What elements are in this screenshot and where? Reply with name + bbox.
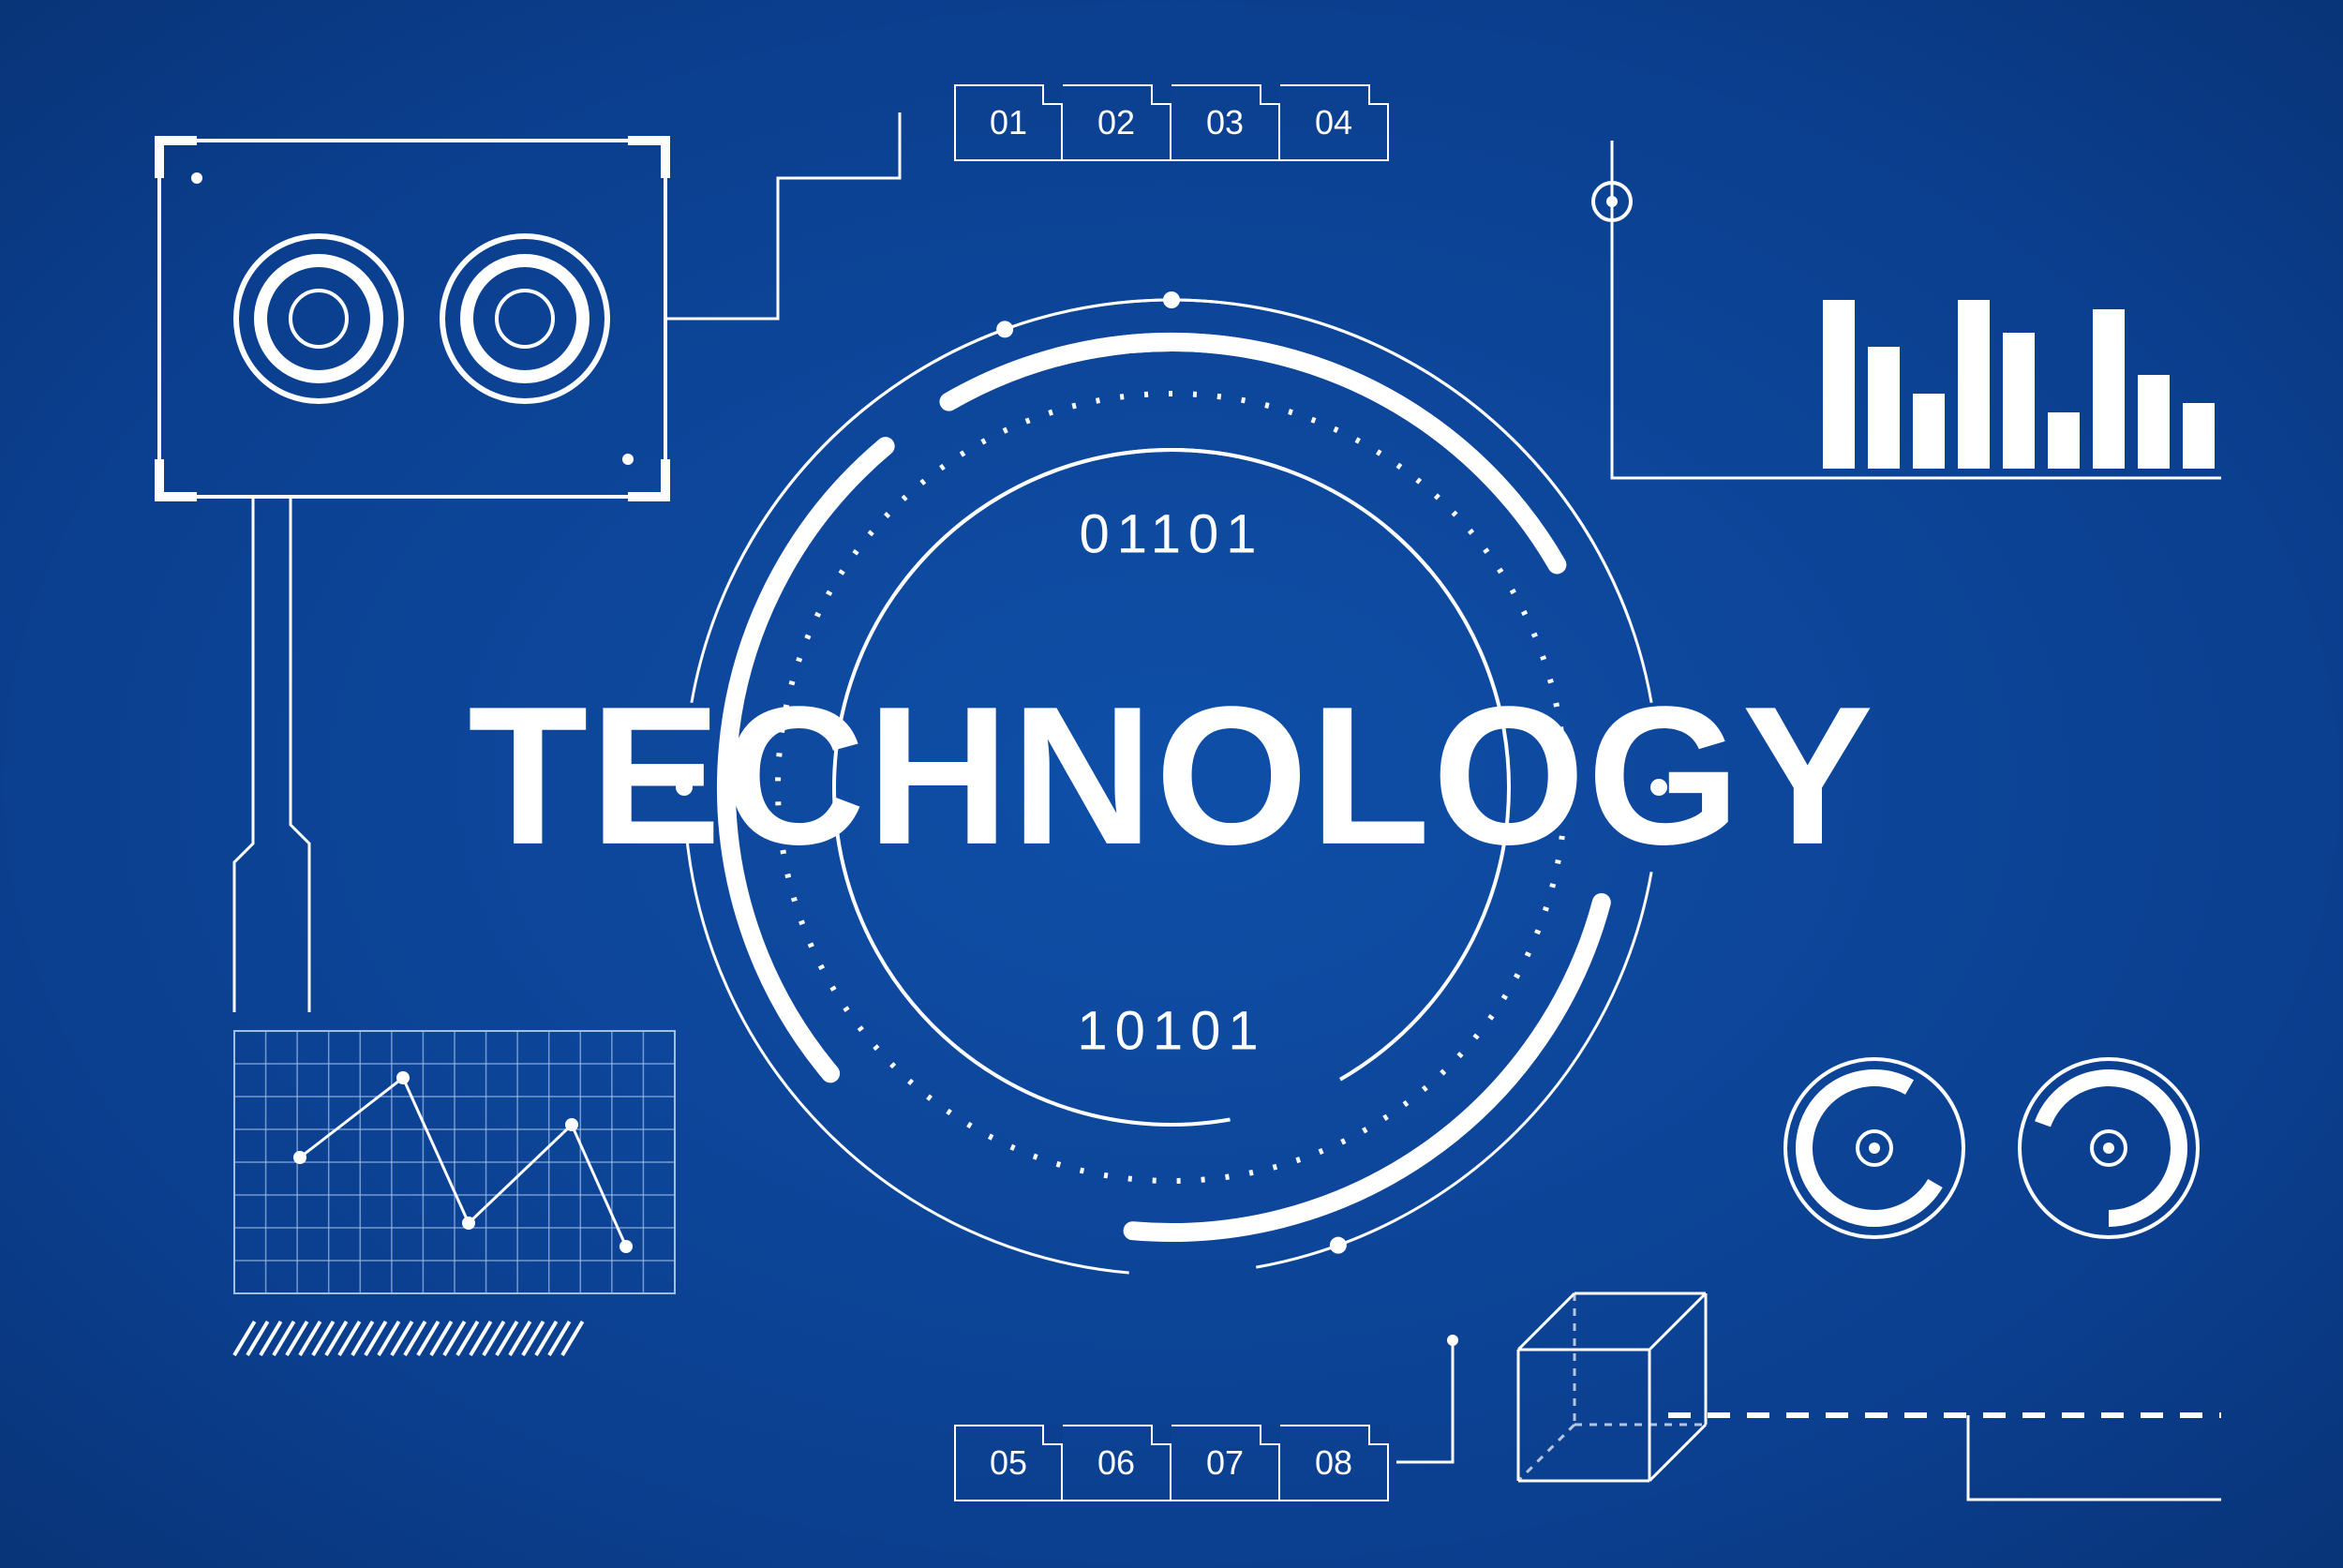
svg-decor-layer (0, 0, 2343, 1568)
grid-panel-icon (234, 1031, 675, 1293)
hatch-strip-icon (234, 1322, 583, 1355)
cube-wireframe-icon (1518, 1293, 1706, 1481)
trace-line (665, 112, 900, 319)
dial-gauges-icon (1785, 1059, 2198, 1237)
infographic-canvas: TECHNOLOGY 01101 10101 01020304 05060708 (0, 0, 2343, 1568)
hud-ring-icon (676, 291, 1667, 1273)
bar-chart-icon (1823, 300, 2215, 469)
camera-module-icon (159, 141, 665, 497)
